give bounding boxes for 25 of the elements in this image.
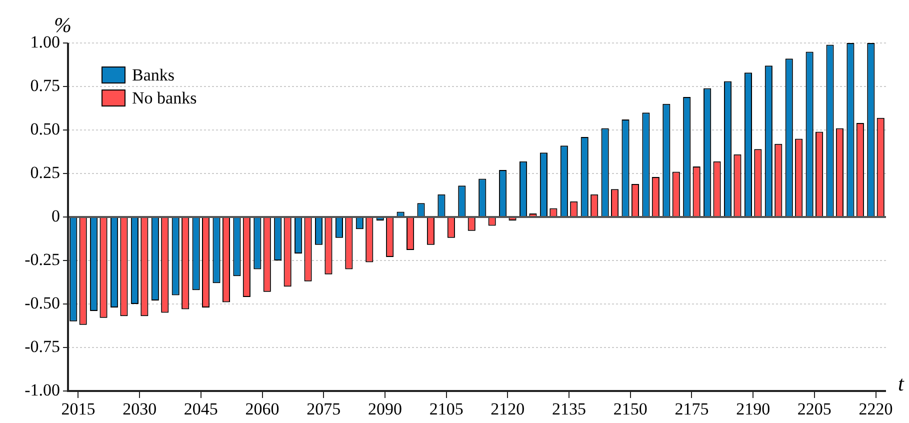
- x-tick-label: 2045: [184, 400, 218, 419]
- x-tick-label: 2135: [552, 400, 586, 419]
- x-tick-label: 2030: [122, 400, 157, 419]
- y-tick-label: 0.25: [30, 162, 60, 182]
- x-tick-label: 2175: [674, 400, 709, 419]
- y-tick-label: 0: [52, 206, 60, 226]
- legend-label: No banks: [132, 88, 197, 108]
- x-tick-label: 2120: [490, 400, 525, 419]
- y-tick-label: -0.75: [24, 336, 60, 356]
- x-tick-label: 2205: [797, 400, 832, 419]
- x-tick-label: 2150: [613, 400, 648, 419]
- y-tick-label: -0.50: [24, 293, 60, 312]
- x-tick-label: 2075: [306, 400, 341, 419]
- x-axis-title: t: [898, 372, 905, 396]
- y-tick-label: -1.00: [24, 380, 60, 400]
- y-tick-label: 0.75: [30, 76, 60, 95]
- legend-label: Banks: [132, 65, 174, 84]
- x-tick-label: 2190: [736, 400, 770, 419]
- x-tick-label: 2105: [429, 400, 464, 419]
- x-tick-label: 2015: [61, 400, 96, 419]
- y-tick-label: 0.50: [30, 119, 60, 138]
- x-tick-label: 2220: [858, 400, 893, 419]
- x-tick-label: 2060: [245, 400, 280, 419]
- x-tick-label: 2090: [368, 400, 402, 419]
- y-tick-label: -0.25: [24, 250, 60, 269]
